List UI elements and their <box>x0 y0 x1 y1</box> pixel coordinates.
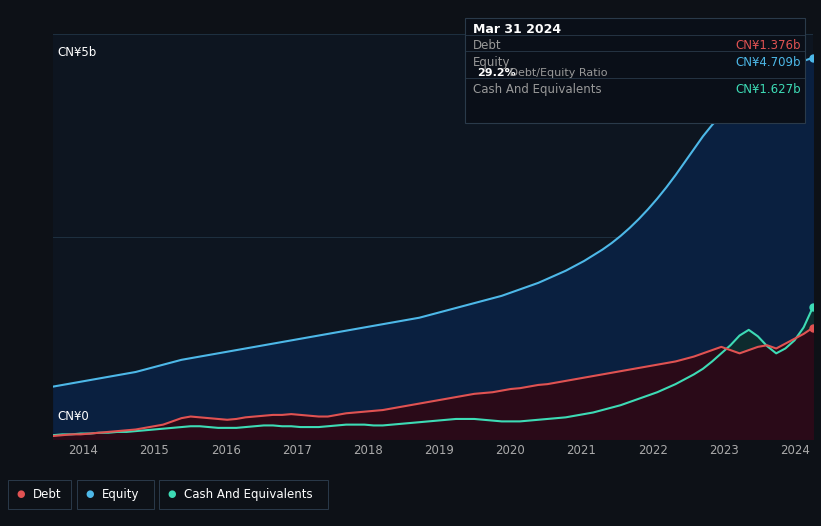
Text: Cash And Equivalents: Cash And Equivalents <box>473 83 602 96</box>
Text: CN¥1.376b: CN¥1.376b <box>736 39 801 52</box>
Text: Debt: Debt <box>473 39 502 52</box>
Text: ●: ● <box>85 489 94 500</box>
Text: ●: ● <box>167 489 176 500</box>
Text: Cash And Equivalents: Cash And Equivalents <box>184 488 313 501</box>
Text: CN¥0: CN¥0 <box>57 410 89 423</box>
Text: 29.2%: 29.2% <box>477 68 516 78</box>
Text: CN¥4.709b: CN¥4.709b <box>736 56 801 69</box>
Text: Equity: Equity <box>473 56 511 69</box>
Text: CN¥5b: CN¥5b <box>57 46 96 59</box>
Text: Debt/Equity Ratio: Debt/Equity Ratio <box>506 68 608 78</box>
Text: Equity: Equity <box>102 488 140 501</box>
Text: Debt: Debt <box>33 488 62 501</box>
Point <box>806 303 819 311</box>
Point <box>806 323 819 332</box>
Text: ●: ● <box>16 489 25 500</box>
Text: CN¥1.627b: CN¥1.627b <box>736 83 801 96</box>
Point <box>806 54 819 62</box>
Text: Mar 31 2024: Mar 31 2024 <box>473 23 562 36</box>
